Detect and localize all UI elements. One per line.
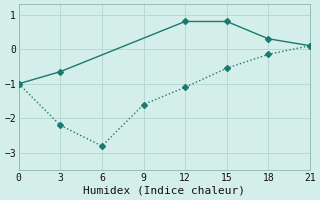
- X-axis label: Humidex (Indice chaleur): Humidex (Indice chaleur): [83, 186, 245, 196]
